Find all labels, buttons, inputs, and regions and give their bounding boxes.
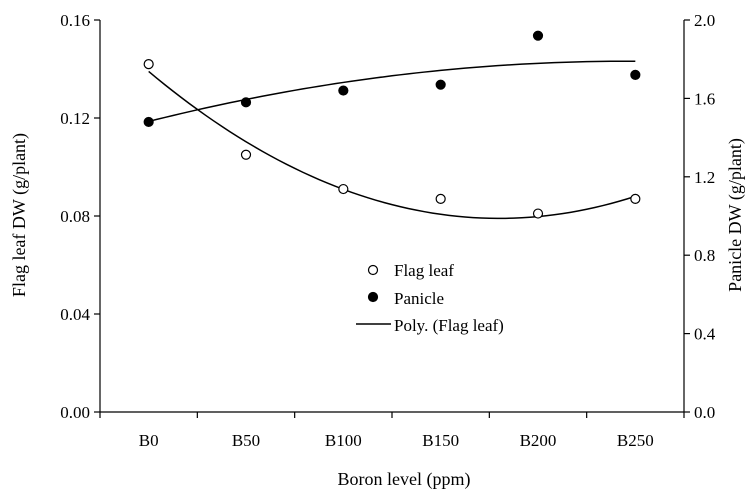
data-point-flag-leaf: [435, 193, 446, 204]
data-point-panicle: [630, 69, 641, 80]
data-point-flag-leaf: [338, 183, 349, 195]
right-axis-title: Panicle DW (g/plant): [725, 138, 746, 292]
right-tick-label: 1.6: [694, 89, 715, 108]
data-point-flag-leaf: [532, 208, 544, 219]
left-tick-label: 0.08: [60, 207, 90, 226]
data-point-panicle: [532, 30, 544, 41]
data-point-panicle: [338, 85, 349, 96]
left-axis-ticks: 0.00 0.04 0.08 0.12 0.16: [60, 11, 100, 422]
left-tick-label: 0.12: [60, 109, 90, 128]
x-tick-label: B200: [520, 431, 557, 450]
x-axis-title: Boron level (ppm): [338, 469, 471, 490]
x-axis-ticks: B0 B50 B100 B150 B200 B250: [99, 412, 685, 450]
data-point-flag-leaf: [143, 58, 154, 70]
legend-label-flag-leaf: Flag leaf: [394, 261, 454, 280]
x-tick-label: B0: [139, 431, 159, 450]
left-tick-label: 0.04: [60, 305, 90, 324]
right-tick-label: 0.4: [694, 325, 716, 344]
x-tick-label: B250: [617, 431, 654, 450]
right-tick-label: 0.8: [694, 246, 715, 265]
data-points: [143, 30, 641, 219]
trendline-left: [148, 70, 636, 220]
legend-label-poly: Poly. (Flag leaf): [394, 316, 504, 335]
legend-marker-flag-leaf: [367, 264, 379, 276]
data-point-panicle: [240, 97, 252, 108]
data-point-panicle: [435, 79, 446, 90]
right-tick-label: 2.0: [694, 11, 715, 30]
trendlines: [148, 60, 636, 220]
axes: [99, 20, 685, 413]
trendline-right: [148, 60, 636, 123]
left-axis-title: Flag leaf DW (g/plant): [9, 133, 30, 297]
legend-label-panicle: Panicle: [394, 289, 444, 308]
data-point-flag-leaf: [630, 193, 641, 204]
x-tick-label: B100: [325, 431, 362, 450]
x-tick-label: B50: [232, 431, 260, 450]
left-tick-label: 0.00: [60, 403, 90, 422]
right-axis-ticks: 0.0 0.4 0.8 1.2 1.6 2.0: [684, 11, 716, 422]
data-point-panicle: [143, 116, 154, 128]
legend-marker-panicle: [367, 291, 379, 303]
x-tick-label: B150: [422, 431, 459, 450]
data-point-flag-leaf: [240, 149, 252, 160]
left-tick-label: 0.16: [60, 11, 90, 30]
legend: Flag leaf Panicle Poly. (Flag leaf): [356, 261, 504, 335]
right-tick-label: 0.0: [694, 403, 715, 422]
right-tick-label: 1.2: [694, 168, 715, 187]
